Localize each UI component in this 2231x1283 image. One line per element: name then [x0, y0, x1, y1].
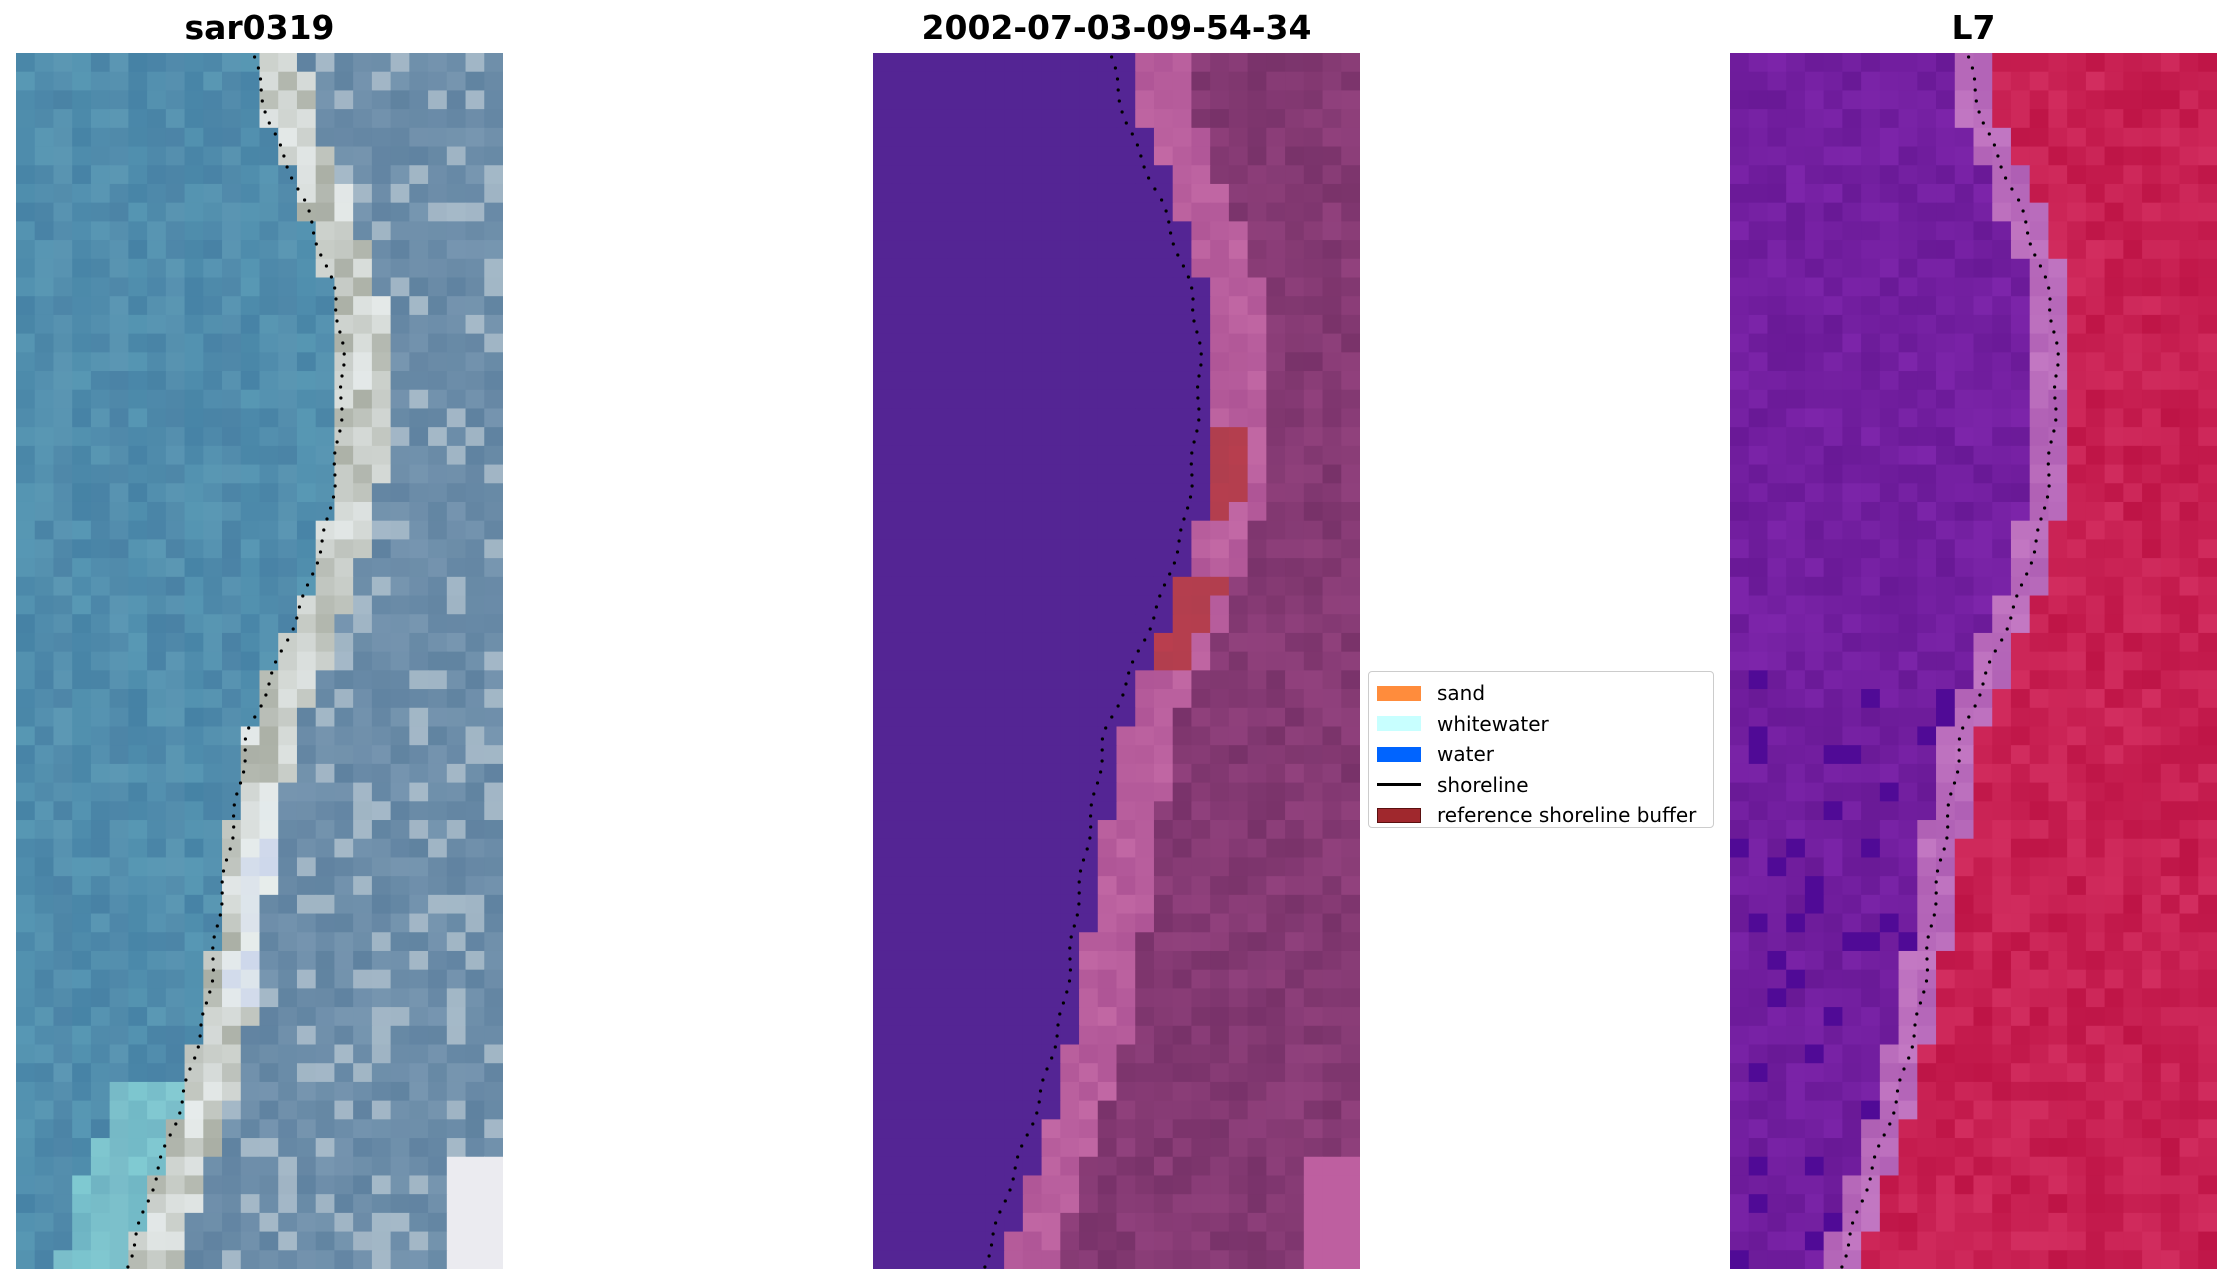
legend-swatch-reference-buffer	[1377, 807, 1421, 823]
classification-image	[873, 53, 1360, 1269]
legend-item-whitewater: whitewater	[1377, 709, 1713, 740]
legend-swatch-water	[1377, 746, 1421, 762]
legend-swatch-whitewater	[1377, 716, 1421, 732]
shoreline-dots	[126, 55, 346, 1269]
legend-item-water: water	[1377, 739, 1713, 770]
index-image-panel	[1730, 53, 2217, 1269]
rgb-image-panel	[16, 53, 503, 1269]
classification-pixels	[873, 53, 1360, 1269]
legend-label-sand: sand	[1437, 681, 1486, 706]
panel-title-index: L7	[1951, 8, 1996, 47]
classification-image-panel	[873, 53, 1360, 1269]
index-image	[1730, 53, 2217, 1269]
legend-label-shoreline: shoreline	[1437, 772, 1529, 797]
rgb-pixels	[16, 53, 503, 1269]
panel-title-classification: 2002-07-03-09-54-34	[921, 8, 1312, 47]
legend: sand whitewater water shoreline referenc…	[1368, 671, 1714, 828]
legend-item-shoreline: shoreline	[1377, 770, 1713, 801]
legend-swatch-sand	[1377, 685, 1421, 701]
rgb-image	[16, 53, 503, 1269]
legend-label-reference-buffer: reference shoreline buffer	[1437, 803, 1697, 828]
legend-item-reference-buffer: reference shoreline buffer	[1377, 800, 1713, 831]
legend-item-sand: sand	[1377, 678, 1713, 709]
legend-label-water: water	[1437, 742, 1494, 767]
shoreline-dots	[1840, 55, 2060, 1269]
index-pixels	[1730, 53, 2217, 1269]
panel-title-rgb: sar0319	[184, 8, 335, 47]
legend-swatch-shoreline	[1377, 783, 1421, 787]
shoreline-dots	[983, 55, 1203, 1269]
legend-label-whitewater: whitewater	[1437, 711, 1549, 736]
